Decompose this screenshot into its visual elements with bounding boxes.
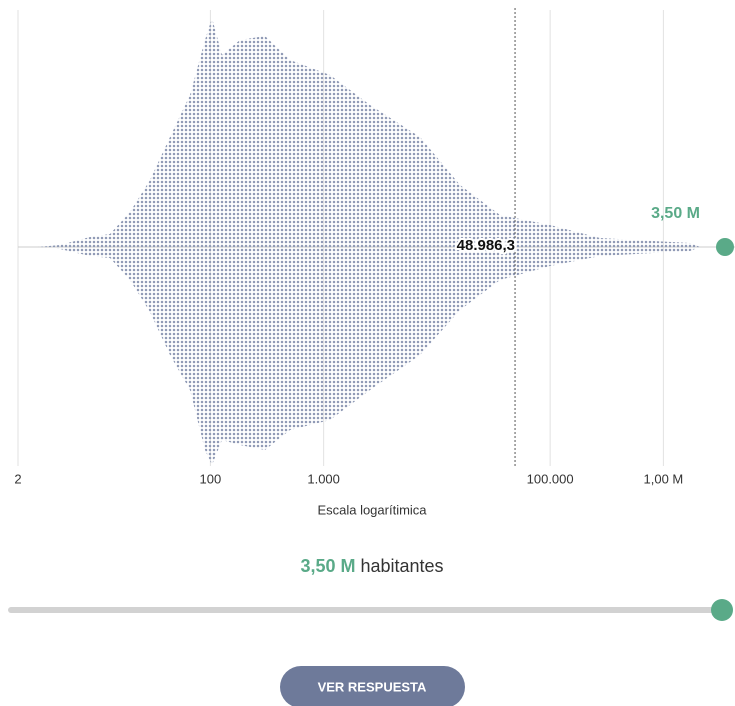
slider-value: 3,50 M bbox=[300, 556, 355, 576]
button-bg[interactable] bbox=[280, 666, 465, 706]
x-tick-label: 2 bbox=[14, 471, 21, 486]
guess-marker bbox=[716, 238, 734, 256]
slider-caption: 3,50 M habitantes bbox=[300, 556, 443, 576]
axis-label: Escala logarítimica bbox=[317, 502, 427, 517]
x-tick-label: 1,00 M bbox=[644, 471, 684, 486]
swarm bbox=[38, 18, 700, 465]
reference-label: 48.986,3 bbox=[457, 237, 515, 254]
slider-text: habitantes bbox=[360, 556, 443, 576]
guess-label: 3,50 M bbox=[651, 205, 700, 222]
slider-knob[interactable] bbox=[711, 599, 733, 621]
slider-track[interactable] bbox=[8, 607, 724, 613]
button-label[interactable]: VER RESPUESTA bbox=[318, 679, 427, 694]
marks: 48.986,3 3,50 M bbox=[455, 8, 734, 466]
x-tick-label: 100 bbox=[200, 471, 222, 486]
button[interactable]: VER RESPUESTA bbox=[280, 666, 465, 706]
x-tick-label: 1.000 bbox=[307, 471, 340, 486]
x-tick-label: 100.000 bbox=[527, 471, 574, 486]
